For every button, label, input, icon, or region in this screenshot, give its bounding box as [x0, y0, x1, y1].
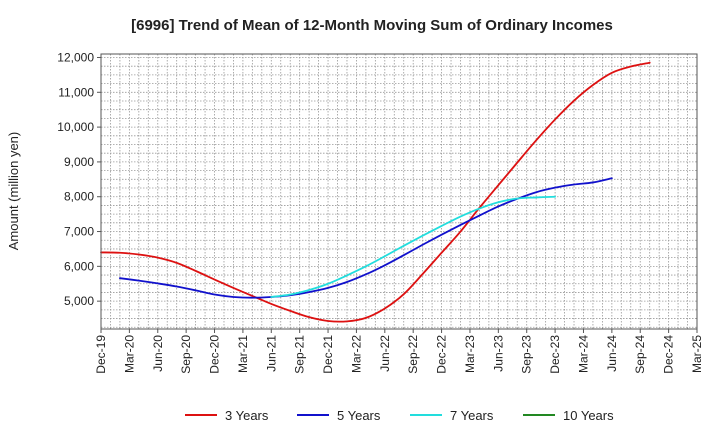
legend-label-7-years: 7 Years — [450, 408, 494, 423]
series-line-7-years — [270, 195, 556, 298]
x-tick-label: Mar-20 — [122, 335, 136, 373]
x-tick-label: Dec-22 — [435, 335, 449, 374]
x-tick-label: Dec-19 — [94, 335, 108, 374]
y-tick-label: 9,000 — [64, 155, 94, 169]
x-tick-label: Dec-20 — [208, 335, 222, 374]
x-tick-label: Dec-24 — [662, 335, 676, 374]
x-tick-label: Sep-22 — [406, 335, 420, 374]
legend-label-5-years: 5 Years — [337, 408, 381, 423]
y-tick-labels: 5,000 6,000 7,000 8,000 9,000 10,000 11,000 12,… — [57, 50, 101, 308]
x-tick-label: Jun-24 — [605, 335, 619, 372]
y-tick-label: 12,000 — [57, 50, 94, 64]
legend-label-3-years: 3 Years — [225, 408, 269, 423]
x-tick-label: Sep-24 — [633, 335, 647, 374]
y-tick-label: 8,000 — [64, 190, 94, 204]
x-tick-label: Sep-21 — [293, 335, 307, 374]
x-tick-label: Mar-23 — [463, 335, 477, 373]
grid-layer — [101, 54, 697, 329]
y-tick-label: 11,000 — [58, 85, 94, 99]
legend: 3 Years 5 Years 7 Years 10 Years — [185, 408, 614, 423]
x-tick-label: Mar-22 — [349, 335, 363, 373]
x-tick-label: Jun-23 — [491, 335, 505, 372]
y-axis-title: Amount (million yen) — [6, 132, 21, 251]
x-tick-label: Jun-20 — [151, 335, 165, 372]
y-tick-label: 10,000 — [57, 120, 94, 134]
y-tick-label: 7,000 — [64, 225, 94, 239]
series-line-5-years — [119, 177, 613, 299]
x-tick-label: Jun-22 — [378, 335, 392, 372]
x-tick-label: Dec-23 — [548, 335, 562, 374]
x-tick-label: Mar-25 — [690, 335, 704, 373]
x-tick-label: Mar-24 — [576, 335, 590, 373]
x-tick-label: Sep-23 — [520, 335, 534, 374]
legend-label-10-years: 10 Years — [563, 408, 614, 423]
x-tick-label: Dec-21 — [321, 335, 335, 374]
chart-title: [6996] Trend of Mean of 12-Month Moving … — [131, 17, 613, 34]
series-line-3-years — [100, 61, 651, 323]
x-tick-label: Sep-20 — [179, 335, 193, 374]
x-tick-labels: Dec-19 Mar-20 Jun-20 Sep-20 Dec-20 Mar-21 Jun-… — [94, 329, 704, 374]
plot-frame — [100, 53, 698, 330]
y-tick-label: 5,000 — [64, 294, 94, 308]
y-tick-label: 6,000 — [64, 259, 94, 273]
series-layer — [100, 61, 651, 323]
x-tick-label: Jun-21 — [264, 335, 278, 372]
x-tick-label: Mar-21 — [236, 335, 250, 373]
